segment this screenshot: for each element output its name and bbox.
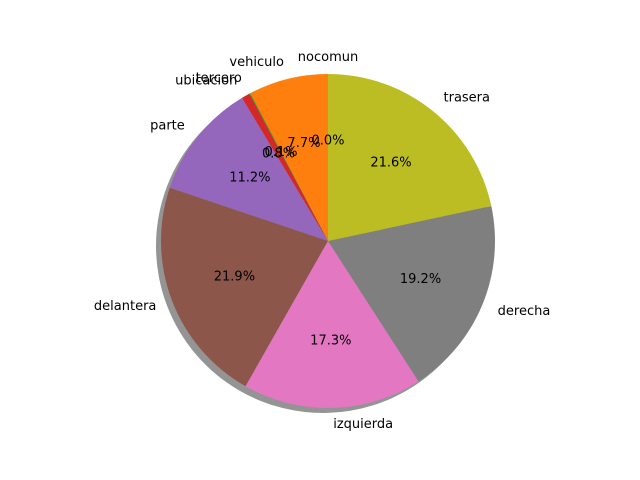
slice-label-trasera: trasera [444,91,491,106]
slice-percent-tercero: 0.1% [265,145,298,160]
slice-percent-vehiculo: 7.7% [287,136,320,151]
slice-label-parte: parte [150,118,185,133]
slice-percent-ubicacion: 0.8% [262,146,295,161]
pie-slice-delantera [161,187,328,387]
pie-slice-parte [169,97,328,241]
slice-label-izquierda: izquierda [333,417,393,432]
slice-label-derecha: derecha [498,304,551,319]
slice-label-vehiculo: vehiculo [229,55,284,70]
slice-percent-parte: 11.2% [229,171,270,186]
pie-slice-vehiculo [250,74,328,241]
pie-slice-ubicacion [241,93,328,241]
pie-slice-tercero [249,93,328,241]
slice-percent-delantera: 21.9% [214,269,255,284]
percent-labels: 0.0%7.7%0.1%0.8% 11.2% 21.9% 17.3% 19.2% 21.6… [214,133,441,348]
pie-slices [161,74,496,409]
slice-percent-derecha: 19.2% [400,272,441,287]
slice-label-delantera: delantera [94,299,156,314]
pie-slice-izquierda [245,241,419,409]
slice-label-ubicacion: ubicacion [175,74,237,89]
slice-percent-trasera: 21.6% [370,156,411,171]
slice-percent-nocomun: 0.0% [311,133,344,148]
slice-label-tercero: tercero [196,71,242,86]
pie-slice-trasera [328,74,492,241]
slice-label-nocomun: nocomun [298,50,358,65]
pie-slice-derecha [328,206,496,382]
slice-percent-izquierda: 17.3% [310,334,351,349]
